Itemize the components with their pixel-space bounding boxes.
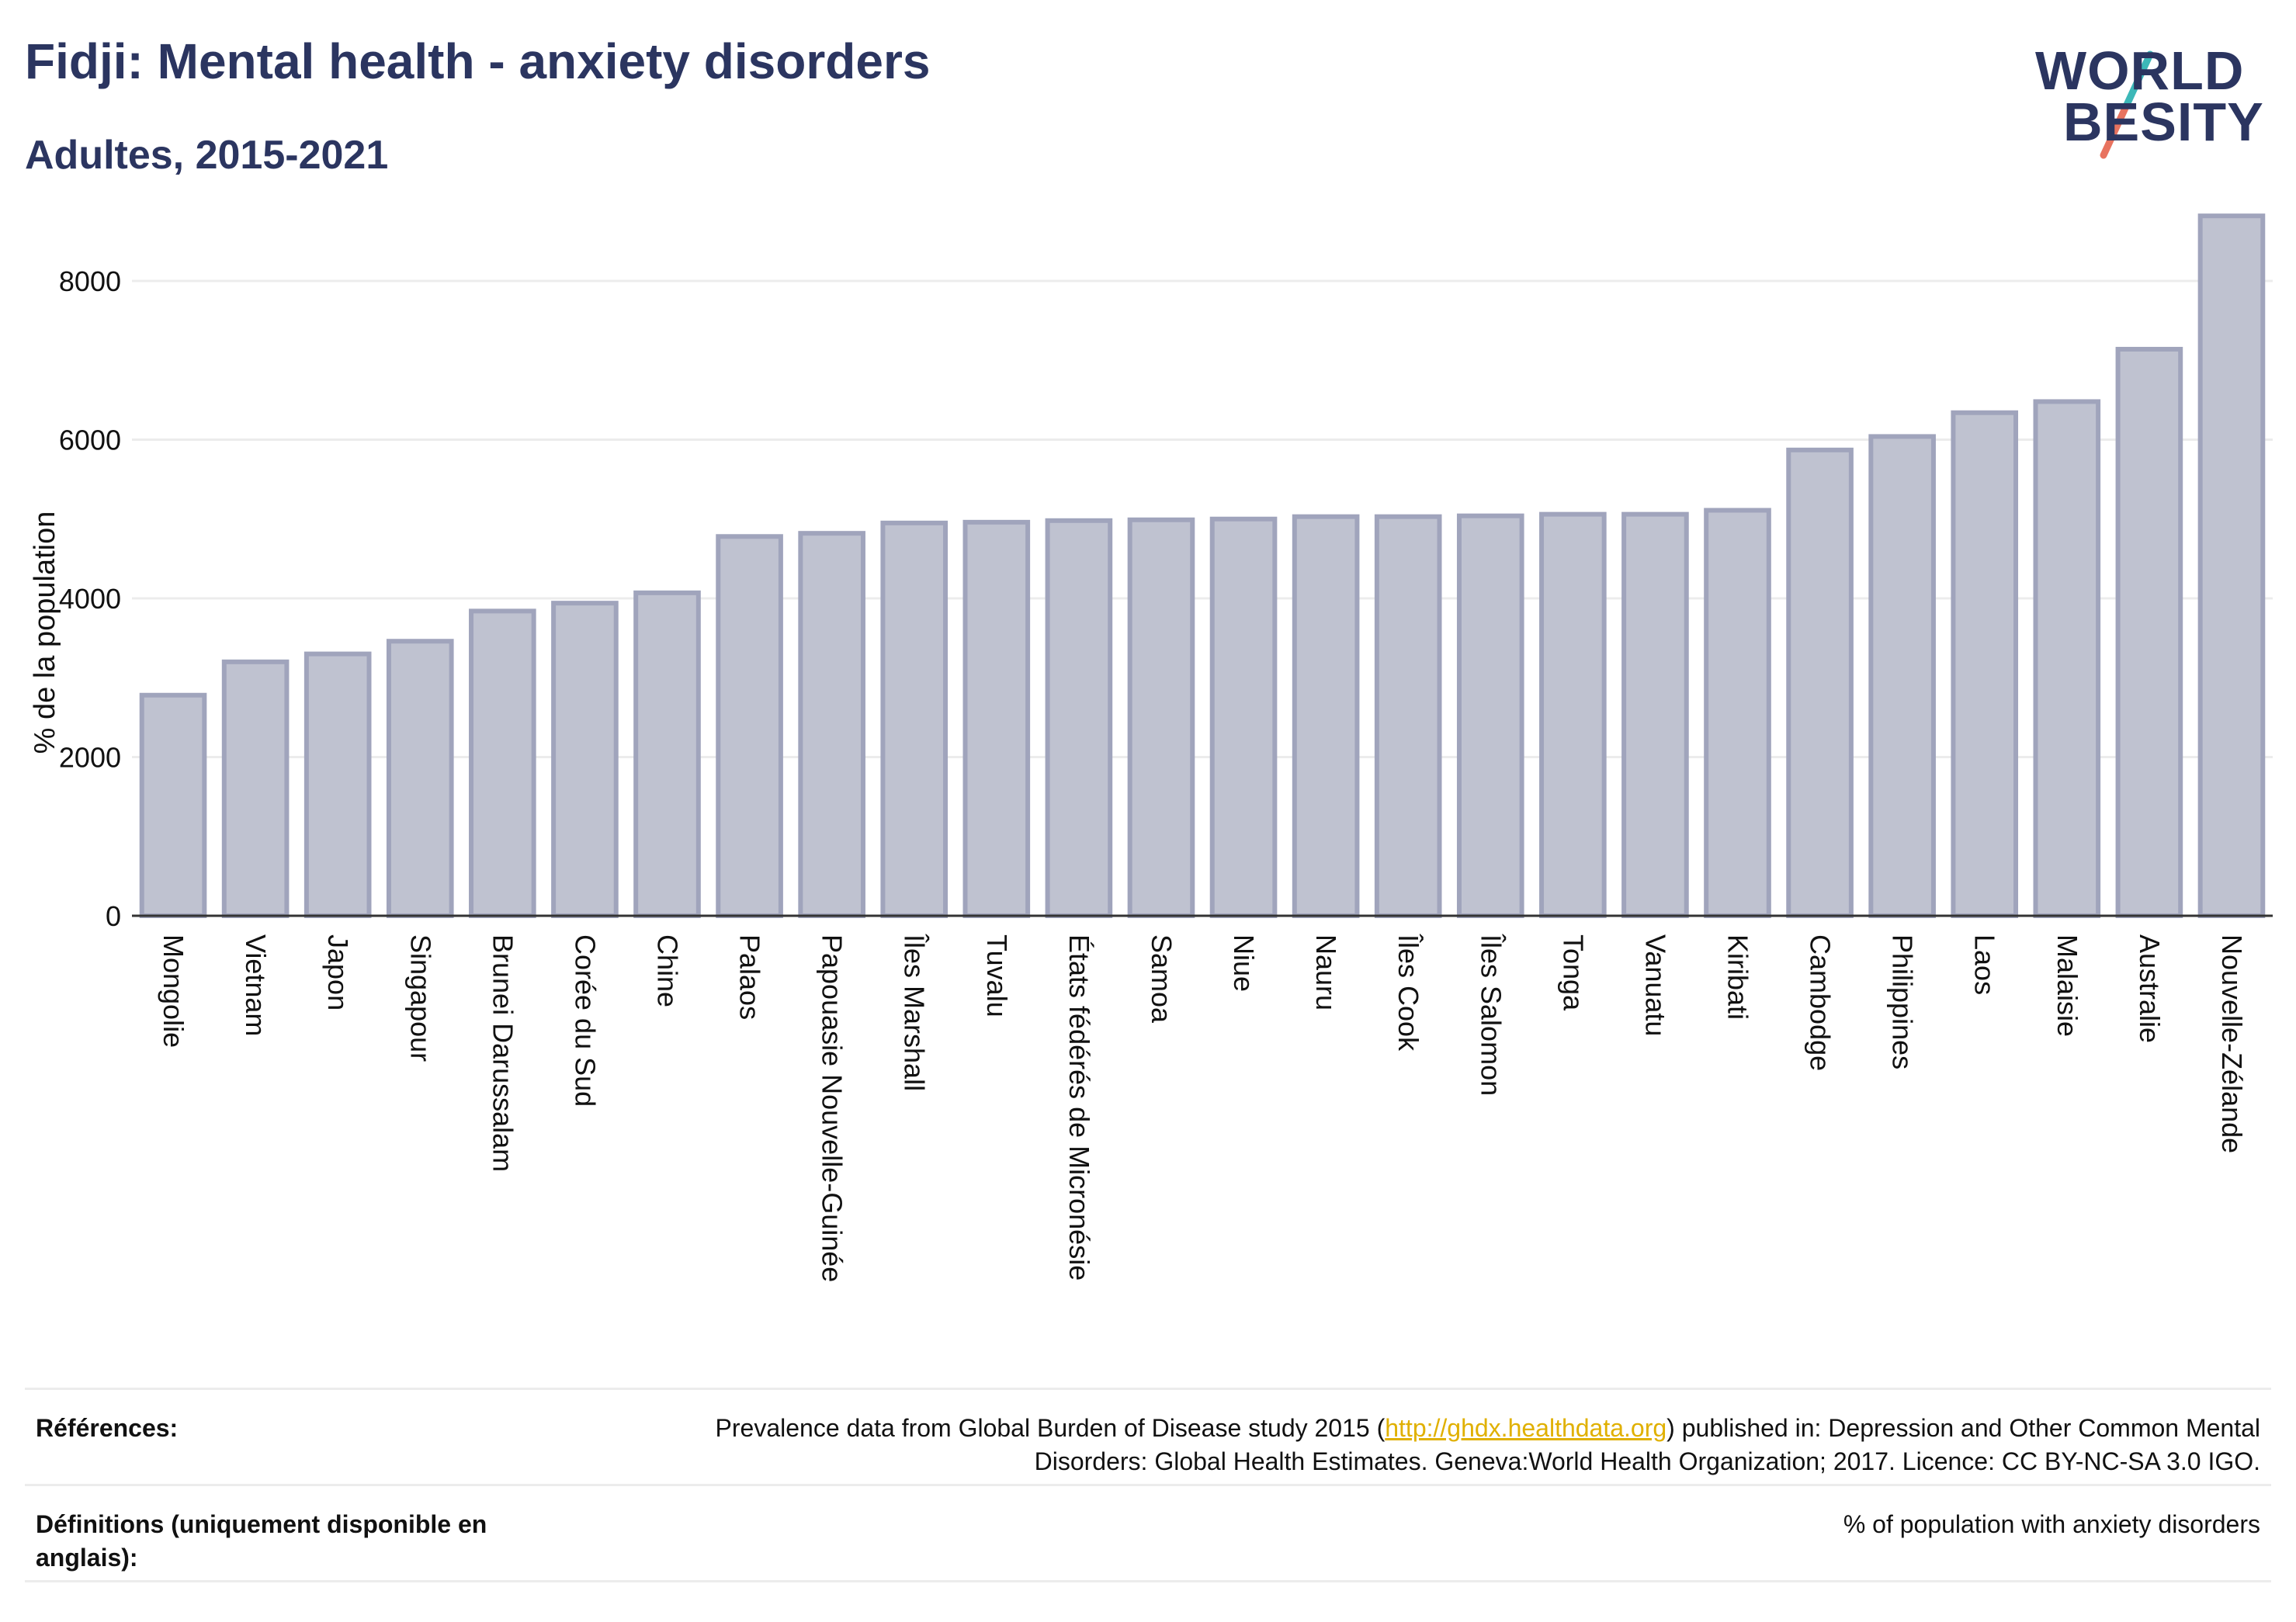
x-tick-label: Chine bbox=[652, 934, 684, 1007]
bar[interactable] bbox=[798, 531, 865, 918]
x-tick-label: Malaisie bbox=[2051, 934, 2083, 1037]
x-tick-label: Vanuatu bbox=[1639, 934, 1671, 1036]
y-axis-label: % de la population bbox=[29, 511, 61, 754]
bar[interactable] bbox=[716, 534, 783, 918]
bar[interactable] bbox=[303, 651, 372, 919]
x-tick-label: Cambodge bbox=[1805, 934, 1836, 1071]
x-tick-label: Îles Cook bbox=[1393, 934, 1424, 1052]
x-tick-label: Vietnam bbox=[240, 934, 272, 1036]
bar[interactable] bbox=[1539, 511, 1607, 918]
x-tick-label: Papouasie Nouvelle-Guinée bbox=[817, 934, 848, 1282]
x-tick-label: Tonga bbox=[1557, 934, 1589, 1011]
x-tick-label: Nauru bbox=[1310, 934, 1342, 1010]
references-label: Références: bbox=[36, 1414, 179, 1442]
x-tick-label: Laos bbox=[1969, 934, 2001, 995]
chart-title: Fidji: Mental health - anxiety disorders bbox=[25, 33, 931, 89]
bar[interactable] bbox=[1209, 516, 1278, 918]
x-tick-label: Palaos bbox=[734, 934, 766, 1020]
references-link[interactable]: http://ghdx.healthdata.org bbox=[1385, 1414, 1667, 1442]
x-tick-label: Samoa bbox=[1146, 934, 1177, 1024]
x-tick-label: Îles Salomon bbox=[1475, 934, 1507, 1096]
world-obesity-logo: WORLD BESITY bbox=[2026, 31, 2282, 163]
bar[interactable] bbox=[1292, 514, 1360, 918]
references-text-after: ) published in: Depression and Other Com… bbox=[1034, 1414, 2260, 1476]
bar[interactable] bbox=[1704, 508, 1771, 918]
chart-subtitle: Adultes, 2015-2021 bbox=[25, 133, 389, 178]
bar[interactable] bbox=[1045, 518, 1113, 918]
bar[interactable] bbox=[469, 608, 536, 918]
bar[interactable] bbox=[139, 692, 207, 918]
logo-text-obesity: BESITY bbox=[2063, 92, 2264, 152]
axes: 0 2000 4000 6000 8000 Mongolie Vietnam Japon Sin… bbox=[59, 265, 2273, 1282]
bar[interactable] bbox=[1127, 517, 1195, 918]
bar[interactable] bbox=[1868, 434, 1936, 919]
x-tick-label: Corée du Sud bbox=[569, 934, 601, 1107]
bar[interactable] bbox=[1951, 410, 2019, 918]
y-tick-label: 0 bbox=[106, 900, 121, 932]
references-text: Prevalence data from Global Burden of Di… bbox=[630, 1412, 2260, 1478]
bar[interactable] bbox=[962, 519, 1031, 918]
bar[interactable] bbox=[880, 520, 949, 918]
x-tick-label: Mongolie bbox=[158, 934, 189, 1048]
y-tick-label: 6000 bbox=[59, 425, 121, 456]
x-tick-label: Philippines bbox=[1887, 934, 1919, 1069]
x-tick-label: Îles Marshall bbox=[899, 934, 931, 1091]
x-tick-label: Singapour bbox=[404, 934, 436, 1062]
definitions-row: Définitions (uniquement disponible en an… bbox=[25, 1484, 2271, 1572]
bar[interactable] bbox=[2033, 399, 2101, 918]
x-tick-label: Japon bbox=[322, 934, 354, 1010]
x-tick-label: Tuvalu bbox=[981, 934, 1013, 1017]
bar[interactable] bbox=[551, 601, 619, 918]
definitions-label: Définitions (uniquement disponible en an… bbox=[36, 1510, 487, 1572]
bar[interactable] bbox=[633, 590, 701, 918]
x-tick-label: États fédérés de Micronésie bbox=[1063, 934, 1095, 1281]
bar[interactable] bbox=[386, 639, 454, 918]
references-text-before: Prevalence data from Global Burden of Di… bbox=[715, 1414, 1386, 1442]
bar[interactable] bbox=[1374, 514, 1442, 918]
references-row: Références: Prevalence data from Global … bbox=[25, 1388, 2271, 1475]
logo-text-world: WORLD bbox=[2035, 40, 2245, 101]
bar-chart: 0 2000 4000 6000 8000 Mongolie Vietnam Japon Sin… bbox=[29, 213, 2273, 1282]
bar[interactable] bbox=[2115, 346, 2183, 918]
x-tick-label: Kiribati bbox=[1722, 934, 1754, 1020]
y-tick-label: 2000 bbox=[59, 742, 121, 774]
bar[interactable] bbox=[221, 659, 290, 918]
bar[interactable] bbox=[1456, 513, 1524, 919]
x-tick-label: Niue bbox=[1228, 934, 1260, 992]
x-tick-label: Nouvelle-Zélande bbox=[2216, 934, 2248, 1153]
footer-bottom-rule bbox=[25, 1580, 2271, 1582]
x-tick-label: Brunei Darussalam bbox=[487, 934, 519, 1172]
logo-slash-icon bbox=[2100, 50, 2154, 159]
bar[interactable] bbox=[2197, 213, 2266, 919]
y-tick-label: 4000 bbox=[59, 583, 121, 615]
x-tick-label: Australie bbox=[2134, 934, 2166, 1043]
bar[interactable] bbox=[1621, 511, 1689, 918]
bar[interactable] bbox=[1786, 447, 1854, 919]
bars bbox=[139, 213, 2266, 919]
definitions-text: % of population with anxiety disorders bbox=[1843, 1510, 2260, 1538]
y-tick-label: 8000 bbox=[59, 265, 121, 297]
